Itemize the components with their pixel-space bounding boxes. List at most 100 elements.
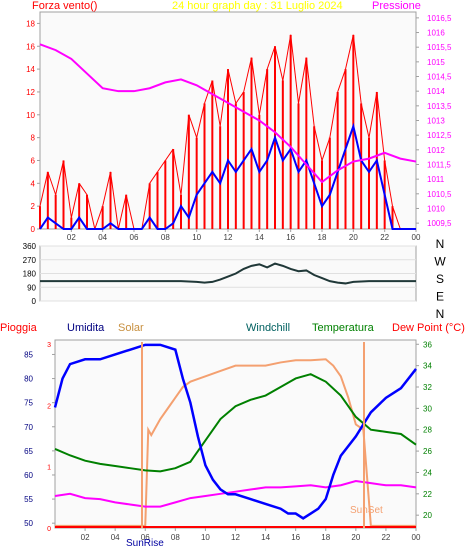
temperature-tick-label: 34 xyxy=(423,362,432,371)
legend-item: Dew Point (°C) xyxy=(392,322,465,334)
rain-tick-label: 3 xyxy=(47,342,51,349)
direction-tick-label: 90 xyxy=(27,283,36,292)
bottom-time-axis-ticks: 02 04 06 08 10 12 14 16 18 20 22 00 xyxy=(81,528,421,542)
wind-speed-segment xyxy=(266,46,276,70)
wind-speed-segment xyxy=(47,171,57,195)
compass-label: E xyxy=(436,290,444,304)
wind-speed-segment xyxy=(55,160,64,195)
pressure-tick-label: 1009,5 xyxy=(427,219,452,228)
temperature-tick-label: 32 xyxy=(423,383,432,392)
rain-axis-ticks: 0 1 2 3 xyxy=(47,342,51,533)
pressure-tick-label: 1015,5 xyxy=(427,43,452,52)
wind-axis-label: Forza vento() xyxy=(32,0,97,12)
wind-speed-segment xyxy=(125,194,135,230)
temperature-tick-label: 36 xyxy=(423,340,432,349)
pressure-axis-label: Pressione xyxy=(372,0,421,12)
humidity-temperature-chart: Pioggia Umidita Solar Windchill Temperatura D… xyxy=(0,322,465,549)
wind-tick-label: 10 xyxy=(26,111,35,120)
time-tick-label: 20 xyxy=(349,233,358,242)
bottom-time-tick-label: 12 xyxy=(231,533,240,542)
time-tick-label: 18 xyxy=(318,233,327,242)
wind-speed-segment xyxy=(164,148,174,161)
solar-line xyxy=(55,358,416,527)
humidity-tick-label: 75 xyxy=(24,399,33,408)
wind-speed-segment xyxy=(321,137,331,161)
wind-speed-segment xyxy=(274,46,284,81)
pressure-tick-label: 1011 xyxy=(427,175,445,184)
pressure-tick-label: 1015 xyxy=(427,58,445,67)
wind-pressure-series xyxy=(39,34,417,230)
bottom-legend: Pioggia Umidita Solar Windchill Temperatura D… xyxy=(0,322,465,334)
legend-item: Solar xyxy=(118,322,144,334)
legend-item: Temperatura xyxy=(312,322,375,334)
wind-tick-label: 6 xyxy=(31,156,36,165)
bottom-time-tick-label: 20 xyxy=(351,533,360,542)
wind-speed-segment xyxy=(243,57,252,93)
wind-speed-segment xyxy=(298,57,307,104)
temperature-tick-label: 24 xyxy=(423,468,432,477)
direction-axis-ticks: 0 90 180 270 360 xyxy=(23,242,416,306)
legend-item: Umidita xyxy=(67,322,105,334)
wind-speed-segment xyxy=(39,171,49,207)
time-tick-label: 04 xyxy=(98,233,107,242)
compass-label: W xyxy=(434,255,446,269)
bottom-time-tick-label: 06 xyxy=(141,533,150,542)
wind-speed-segment xyxy=(172,148,182,195)
temperature-tick-label: 22 xyxy=(423,490,432,499)
wind-speed-segment xyxy=(157,160,166,173)
direction-tick-label: 360 xyxy=(23,242,37,251)
dew-point-line xyxy=(54,479,417,508)
time-tick-label: 16 xyxy=(286,233,295,242)
time-tick-label: 02 xyxy=(67,233,76,242)
humidity-tick-label: 85 xyxy=(24,350,33,359)
pressure-tick-label: 1012,5 xyxy=(427,131,452,140)
pressure-tick-label: 1014 xyxy=(427,87,445,96)
time-tick-label: 14 xyxy=(255,233,264,242)
wind-speed-segment xyxy=(337,68,346,93)
wind-speed-segment xyxy=(305,57,315,127)
humidity-tick-label: 65 xyxy=(24,447,33,456)
temperature-tick-label: 28 xyxy=(423,426,432,435)
pressure-tick-label: 1016 xyxy=(427,29,445,38)
humidity-tick-label: 80 xyxy=(24,375,33,384)
wind-speed-segment xyxy=(392,205,401,230)
humidity-axis-ticks: 50 55 60 65 70 75 80 85 xyxy=(24,350,55,528)
bottom-time-tick-label: 22 xyxy=(381,533,390,542)
bottom-time-tick-label: 16 xyxy=(291,533,300,542)
average-wind-line xyxy=(39,122,416,230)
wind-tick-label: 4 xyxy=(31,179,36,188)
wind-pressure-chart: Forza vento() 24 hour graph day : 31 Lug… xyxy=(26,0,452,242)
humidity-tick-label: 70 xyxy=(24,423,33,432)
bottom-time-tick-label: 02 xyxy=(81,533,90,542)
bottom-time-tick-label: 18 xyxy=(321,533,330,542)
wind-speed-segment xyxy=(251,57,260,115)
wind-speed-segment xyxy=(117,194,127,230)
temperature-tick-label: 26 xyxy=(423,447,432,456)
wind-speed-segment xyxy=(227,68,237,104)
direction-tick-label: 180 xyxy=(23,270,37,279)
temperature-tick-label: 20 xyxy=(423,511,432,520)
time-tick-label: 06 xyxy=(130,233,139,242)
wind-speed-segment xyxy=(86,194,96,230)
wind-speed-segment xyxy=(94,205,104,230)
chart-title: 24 hour graph day : 31 Luglio 2024 xyxy=(172,0,343,12)
humidity-temperature-series xyxy=(53,343,417,528)
pressure-tick-label: 1013,5 xyxy=(427,102,452,111)
bottom-time-tick-label: 04 xyxy=(111,533,120,542)
direction-line xyxy=(40,262,416,285)
wind-speed-segment xyxy=(211,80,221,127)
sunset-label: SunSet xyxy=(350,505,383,516)
temperature-axis-ticks: 20 22 24 26 28 30 32 34 36 xyxy=(416,340,432,520)
legend-item: Windchill xyxy=(246,322,290,334)
wind-tick-label: 14 xyxy=(26,65,35,74)
wind-tick-label: 18 xyxy=(26,19,35,28)
wind-speed-segment xyxy=(290,34,299,104)
wind-speed-segment xyxy=(149,171,158,184)
sunrise-label: SunRise xyxy=(126,538,164,549)
wind-speed-segment xyxy=(235,91,245,104)
pressure-axis-ticks: 1009,5 1010 1010,5 1011 1011,5 1012 1012,5 1013… xyxy=(416,14,452,228)
wind-speed-segment xyxy=(102,171,111,207)
